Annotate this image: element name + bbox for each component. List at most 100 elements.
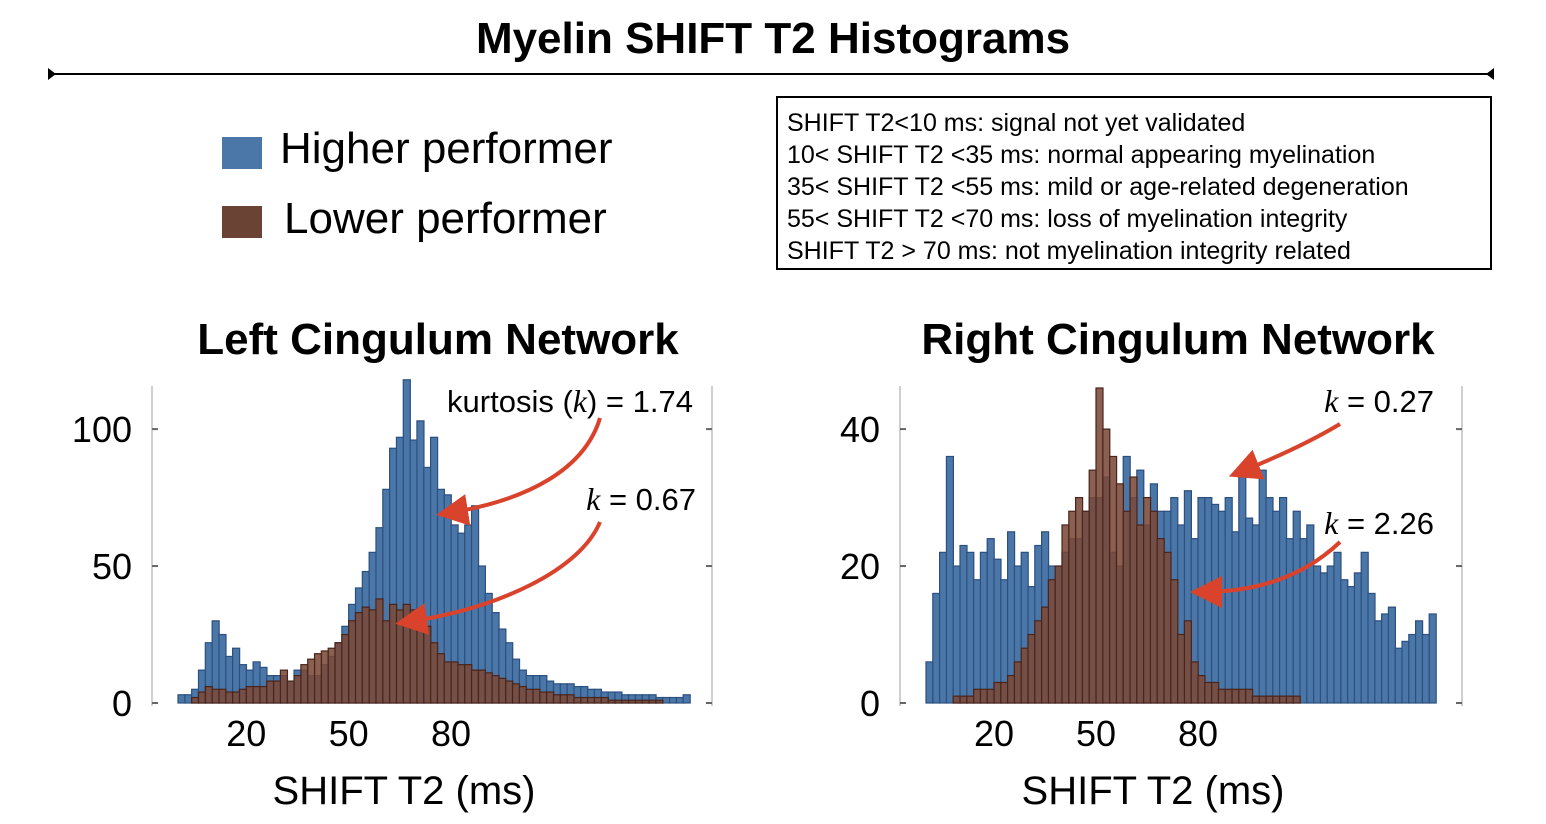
- bar-higher: [1408, 633, 1417, 704]
- bar-lower: [266, 680, 275, 704]
- bar-lower: [491, 675, 500, 704]
- x-tick-label: 20: [226, 713, 266, 754]
- bar-lower: [409, 609, 418, 704]
- bar-lower: [511, 683, 521, 704]
- bar-lower: [573, 696, 582, 704]
- bar-lower: [1129, 476, 1138, 704]
- chart-title: Right Cingulum Network: [921, 315, 1435, 364]
- bar-lower: [450, 661, 459, 704]
- bar-lower: [457, 664, 466, 704]
- bar-higher: [1197, 496, 1206, 704]
- bar-lower: [1047, 579, 1057, 704]
- bar-higher: [1210, 503, 1220, 704]
- bar-lower: [1231, 688, 1240, 704]
- figure-title: Myelin SHIFT T2 Histograms: [475, 14, 1071, 63]
- legend-label-higher: Higher performer: [280, 124, 613, 173]
- bar-lower: [1238, 688, 1247, 704]
- bar-lower: [402, 603, 411, 704]
- bar-lower: [986, 688, 995, 704]
- bar-lower: [641, 699, 650, 704]
- bar-lower: [1224, 688, 1233, 704]
- bar-lower: [1210, 681, 1220, 704]
- bar-higher: [1306, 524, 1315, 704]
- bar-lower: [525, 688, 534, 704]
- bar-lower: [368, 609, 377, 704]
- kurtosis-annotation: k = 0.67: [586, 481, 696, 517]
- bar-lower: [972, 688, 982, 704]
- bar-higher: [1278, 496, 1288, 704]
- bar-lower: [1020, 647, 1029, 704]
- y-tick-label: 40: [840, 409, 880, 450]
- bar-lower: [505, 680, 514, 704]
- bar-lower: [1285, 695, 1295, 704]
- bar-lower: [327, 647, 336, 704]
- bar-lower: [464, 664, 473, 704]
- bar-lower: [1136, 524, 1145, 704]
- bar-lower: [993, 681, 1002, 704]
- bar-lower: [259, 685, 268, 704]
- bar-lower: [232, 691, 241, 704]
- bar-lower: [436, 653, 446, 704]
- bar-lower: [1000, 681, 1009, 704]
- bar-higher: [1204, 496, 1213, 704]
- kurtosis-arrow: [1228, 422, 1342, 480]
- bar-lower: [484, 672, 493, 704]
- bar-higher: [979, 551, 989, 704]
- bar-lower: [1272, 695, 1281, 704]
- bar-higher: [1285, 538, 1295, 704]
- bar-lower: [586, 696, 596, 704]
- bar-lower: [470, 669, 480, 704]
- bar-higher: [177, 694, 186, 704]
- bar-lower: [1244, 688, 1254, 704]
- bar-lower: [552, 694, 562, 704]
- kurtosis-annotation: k = 2.26: [1324, 505, 1434, 541]
- left-cingulum-chart: 0 50 100 20 50 80 SHIFT T2 (ms) Left Cingulum N…: [72, 315, 713, 813]
- bar-higher: [1387, 606, 1397, 704]
- bar-higher: [1292, 510, 1301, 704]
- bar-lower: [1163, 551, 1172, 704]
- bar-higher: [1374, 620, 1383, 704]
- kurtosis-annotation: kurtosis (k) = 1.74: [447, 383, 693, 419]
- legend-swatch-higher: [222, 137, 262, 169]
- bar-lower: [1278, 695, 1288, 704]
- bar-lower: [1142, 496, 1152, 704]
- bar-lower: [1102, 428, 1111, 704]
- bar-lower: [539, 691, 548, 704]
- bar-higher: [952, 565, 961, 704]
- legend-swatch-lower: [222, 206, 262, 238]
- bar-higher: [1224, 496, 1233, 704]
- bar-lower: [518, 685, 527, 704]
- kurtosis-arrow: [436, 417, 602, 526]
- bar-lower: [252, 685, 261, 704]
- bar-lower: [1156, 538, 1165, 704]
- bar-lower: [952, 695, 961, 704]
- bar-lower: [1027, 633, 1036, 704]
- bar-lower: [627, 699, 637, 704]
- bar-lower: [546, 691, 555, 704]
- x-axis-label: SHIFT T2 (ms): [273, 769, 536, 813]
- bar-lower: [191, 696, 200, 704]
- bar-higher: [1265, 496, 1274, 704]
- bar-lower: [1074, 496, 1084, 704]
- bar-lower: [1108, 455, 1118, 704]
- bar-lower: [1183, 620, 1193, 704]
- bar-higher: [938, 551, 948, 704]
- bar-higher: [945, 455, 955, 704]
- bar-lower: [1251, 695, 1261, 704]
- info-line: 55< SHIFT T2 <70 ms: loss of myelination…: [787, 205, 1348, 233]
- x-tick-label: 50: [1076, 713, 1116, 754]
- y-tick-label: 20: [840, 546, 880, 587]
- bar-lower: [389, 603, 398, 704]
- bar-higher: [1333, 551, 1342, 704]
- info-line: 10< SHIFT T2 <35 ms: normal appearing my…: [787, 141, 1376, 169]
- bar-higher: [1367, 592, 1376, 704]
- bar-lower: [1054, 565, 1063, 704]
- bar-lower: [416, 614, 425, 704]
- bar-lower: [1292, 695, 1301, 704]
- divider-cap-right: [1486, 68, 1494, 80]
- bar-higher: [993, 558, 1002, 704]
- bar-lower: [1190, 661, 1199, 704]
- bar-higher: [1353, 572, 1363, 704]
- bar-lower: [1034, 620, 1043, 704]
